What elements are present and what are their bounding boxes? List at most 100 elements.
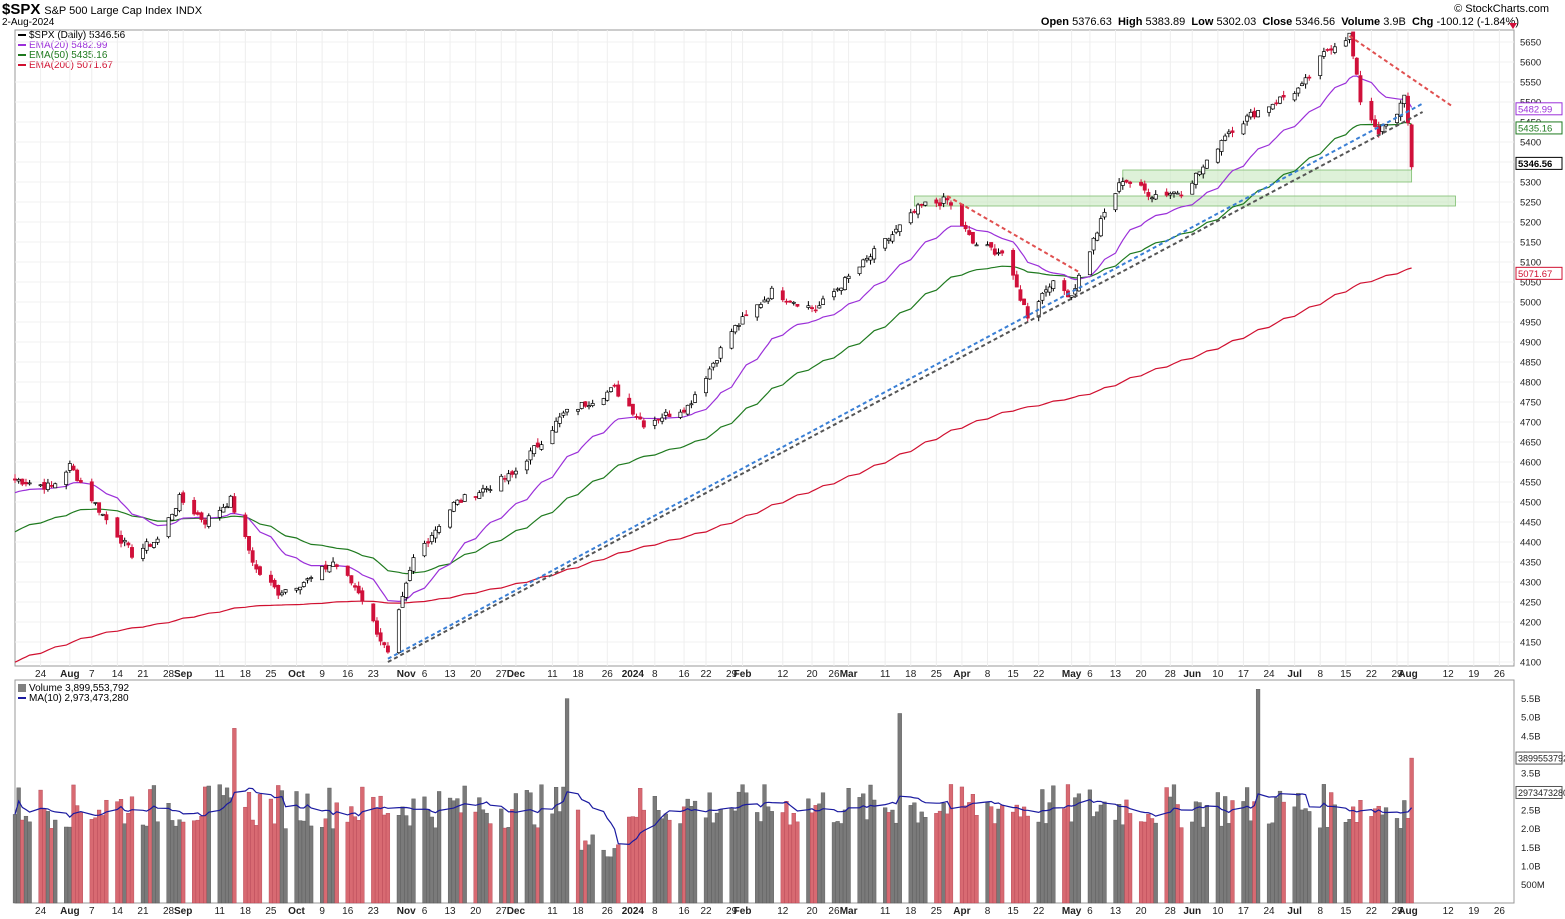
- volume-bar: [352, 816, 358, 904]
- x-tick-label: 19: [1468, 669, 1480, 680]
- x-tick-label: 7: [89, 669, 95, 680]
- candle-body: [1168, 193, 1173, 196]
- volume-bar: [93, 817, 98, 904]
- candle-body: [1087, 251, 1092, 276]
- candle-body: [630, 403, 635, 415]
- candle-body: [477, 492, 482, 499]
- volume-bar: [294, 791, 299, 904]
- volume-bar: [575, 809, 581, 904]
- candle-body: [1325, 49, 1330, 51]
- x-tick-label: 21: [137, 906, 149, 917]
- x-tick-label: Nov: [397, 906, 416, 917]
- candle-body: [1095, 232, 1100, 241]
- x-tick-label: 11: [880, 669, 891, 680]
- y-tick-label: 5600: [1520, 58, 1541, 69]
- volume-bar: [480, 809, 486, 904]
- volume-ma-line: [14, 787, 1413, 846]
- candle-body: [67, 463, 72, 471]
- candle-body: [144, 541, 149, 551]
- candle-body: [711, 362, 716, 368]
- candle-body: [883, 238, 888, 249]
- x-tick-label: 16: [342, 669, 354, 680]
- candle-body: [1193, 172, 1198, 185]
- volume-bar: [868, 784, 873, 904]
- y-tick-label: 4700: [1520, 418, 1541, 429]
- volume-bar: [1025, 815, 1030, 904]
- volume-bar: [151, 785, 157, 904]
- volume-bar: [539, 784, 544, 904]
- x-tick-label: 12: [777, 906, 789, 917]
- volume-bar: [733, 810, 738, 904]
- volume-bar: [1255, 689, 1261, 904]
- candle-body: [451, 502, 456, 512]
- price-tag-box: [1515, 121, 1563, 135]
- candle-body: [122, 539, 127, 543]
- volume-bar: [817, 803, 822, 904]
- volume-bar: [323, 818, 328, 904]
- candle-body: [1076, 274, 1081, 292]
- candle-body: [192, 499, 197, 515]
- ohlc-readout: Open 5376.63 High 5383.89 Low 5302.03 Cl…: [1040, 16, 1519, 28]
- legend-ema200: EMA(200) 5071.67: [18, 61, 125, 71]
- candle-body: [27, 482, 32, 485]
- volume-bar: [963, 805, 968, 904]
- x-tick-label: 15: [1340, 906, 1352, 917]
- candle-body: [104, 514, 109, 521]
- x-tick-label: 24: [35, 669, 47, 680]
- volume-bar: [989, 806, 994, 904]
- volume-bar: [718, 808, 723, 904]
- volume-bar: [1277, 790, 1283, 904]
- candle-body: [513, 470, 518, 475]
- candle-body: [396, 609, 401, 654]
- candle-body: [872, 248, 877, 260]
- x-tick-label: Apr: [953, 669, 970, 680]
- volume-bar: [378, 795, 383, 904]
- volume-bar: [78, 812, 83, 904]
- candle-body: [254, 564, 259, 570]
- volume-bar: [45, 811, 51, 904]
- volume-bar: [488, 823, 493, 904]
- price-tag-box: [1515, 102, 1563, 116]
- x-tick-label: 15: [1008, 906, 1020, 917]
- candle-body: [791, 301, 796, 304]
- candle-body: [817, 305, 822, 309]
- candle-body: [667, 413, 672, 417]
- volume-bar: [890, 809, 895, 904]
- y-tick-label: 4100: [1520, 658, 1541, 669]
- candle-body: [1102, 211, 1107, 218]
- x-tick-label: 29: [726, 906, 738, 917]
- volume-bar: [104, 799, 109, 904]
- candle-body: [360, 590, 365, 602]
- y-tick-label: 4400: [1520, 538, 1541, 549]
- x-tick-label: Mar: [840, 906, 858, 917]
- candle-body: [1369, 100, 1374, 121]
- x-tick-label: 20: [1136, 906, 1148, 917]
- candle-body: [1201, 166, 1206, 175]
- volume-bar: [1266, 823, 1272, 904]
- candle-body: [71, 465, 76, 471]
- volume-bar: [729, 808, 734, 904]
- volume-bar: [309, 825, 314, 904]
- candle-body: [1047, 286, 1052, 293]
- volume-bar: [181, 821, 186, 904]
- volume-bar: [1321, 784, 1326, 904]
- x-tick-label: 25: [931, 906, 943, 917]
- candle-body: [1281, 95, 1286, 98]
- candle-body: [1018, 289, 1023, 301]
- candle-body: [638, 416, 643, 420]
- x-tick-label: 7: [89, 906, 95, 917]
- candle-body: [1113, 193, 1118, 211]
- volume-bar: [586, 844, 592, 904]
- candle-body: [835, 288, 840, 291]
- candle-body: [1117, 182, 1122, 192]
- candle-body: [115, 517, 120, 538]
- volume-bar: [740, 784, 745, 904]
- y-tick-label: 1.5B: [1521, 843, 1541, 854]
- y-tick-label: 4350: [1520, 558, 1541, 569]
- candle-body: [13, 478, 17, 481]
- x-tick-label: 26: [1494, 669, 1506, 680]
- volume-bar: [985, 801, 990, 904]
- candle-body: [539, 444, 544, 450]
- x-tick-label: 11: [547, 669, 558, 680]
